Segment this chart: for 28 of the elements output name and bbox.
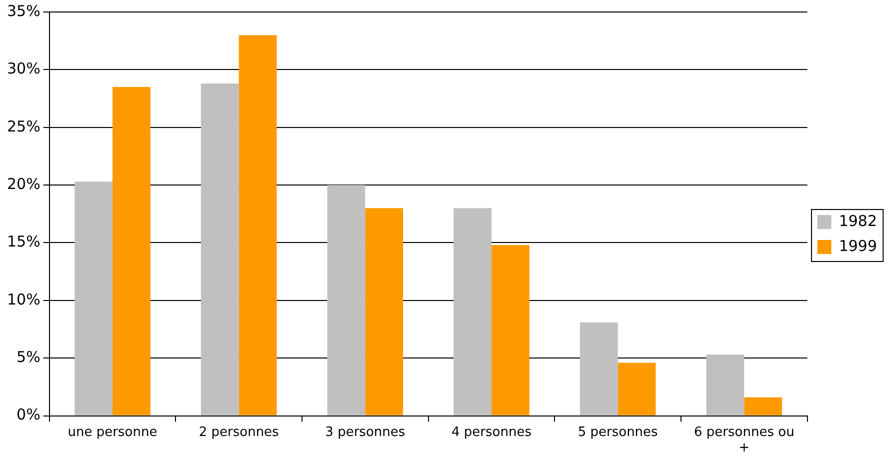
y-tick-label: 5% — [16, 348, 40, 366]
bar — [744, 397, 782, 416]
bar — [454, 208, 492, 416]
x-tick-label: 5 personnes — [578, 424, 658, 440]
x-tick-label: 2 personnes — [198, 424, 280, 440]
bar — [112, 86, 150, 416]
bar — [365, 208, 404, 416]
bar — [618, 362, 656, 416]
bar — [200, 84, 239, 416]
y-tick-label: 20% — [6, 174, 40, 193]
x-tick-label: 3 personnes — [325, 424, 406, 440]
y-tick-label: 10% — [6, 290, 40, 308]
bar — [706, 354, 744, 416]
y-tick-label: 30% — [6, 60, 40, 78]
bar — [238, 35, 277, 416]
bar — [492, 245, 530, 416]
y-tick-label: 15% — [6, 232, 40, 251]
x-tick-label: 6 personnes ou + — [694, 424, 794, 456]
y-tick-label: 0% — [16, 406, 40, 424]
bar — [580, 322, 618, 416]
bar — [74, 182, 113, 416]
bar — [327, 185, 366, 416]
x-tick-label: une personne — [68, 424, 158, 440]
legend-label: 1999 — [838, 236, 878, 255]
legend-label: 1982 — [838, 212, 878, 230]
y-tick-label: 25% — [6, 117, 40, 136]
y-tick-label: 35% — [6, 2, 40, 20]
x-tick-label: 4 personnes — [452, 424, 532, 440]
